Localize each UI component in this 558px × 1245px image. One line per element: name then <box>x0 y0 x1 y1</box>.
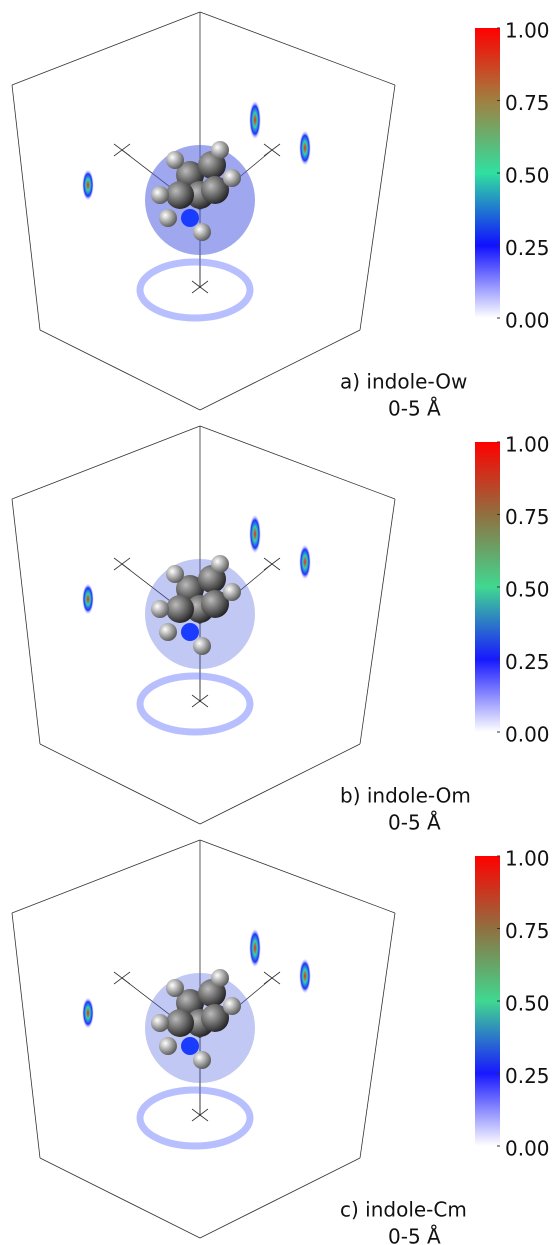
cube-edge <box>40 330 200 410</box>
density-spot <box>82 169 94 201</box>
panel-range: 0-5 Å <box>388 1225 441 1245</box>
cube-edge <box>200 330 360 410</box>
cube-edge <box>12 840 200 913</box>
cube-edge <box>200 744 360 824</box>
cube-edge <box>40 1158 200 1238</box>
atom <box>211 141 229 159</box>
atom-n <box>181 623 199 641</box>
cube-edge <box>360 85 395 330</box>
density <box>82 514 311 732</box>
density-ring <box>140 1090 250 1146</box>
panel: 0.00 0.25 0.50 0.75 1.00 a) indole-Ow 0-5 Å <box>12 12 550 421</box>
panel-caption: b) indole-Om <box>340 784 471 808</box>
panel-caption: a) indole-Ow <box>340 370 467 394</box>
density-ring <box>140 676 250 732</box>
cube-edge <box>12 12 200 85</box>
panel: 0.00 0.25 0.50 0.75 1.00 b) indole-Om 0-5 Å <box>12 426 550 835</box>
cube-edge <box>12 85 40 330</box>
density-spot <box>249 100 261 140</box>
cube-edge <box>200 426 395 499</box>
density-spot <box>82 583 94 615</box>
cube-edge <box>360 499 395 744</box>
colorbar <box>475 442 500 732</box>
atom <box>193 223 211 241</box>
colorbar-tick-label: 1.00 <box>505 433 550 457</box>
colorbar-tick-label: 0.00 <box>505 723 550 747</box>
atom-n <box>181 1037 199 1055</box>
colorbar-tick-label: 0.00 <box>505 309 550 333</box>
atom <box>223 169 241 187</box>
atom <box>166 595 194 623</box>
density-spot <box>299 958 311 994</box>
colorbar-tick-label: 0.50 <box>505 578 550 602</box>
colorbar-tick-label: 0.25 <box>505 236 550 260</box>
panel-range: 0-5 Å <box>388 397 441 421</box>
colorbar-tick-label: 0.75 <box>505 505 550 529</box>
colorbar-tick-label: 0.25 <box>505 1064 550 1088</box>
panel: 0.00 0.25 0.50 0.75 1.00 c) indole-Cm 0-5 Å <box>12 840 550 1245</box>
cube-edge <box>360 913 395 1158</box>
atom <box>159 623 177 641</box>
cube-edge <box>12 499 40 744</box>
atom <box>223 583 241 601</box>
colorbar-tick-label: 0.50 <box>505 164 550 188</box>
atom <box>166 565 184 583</box>
cube-edge <box>200 1158 360 1238</box>
colorbar-tick-label: 0.00 <box>505 1137 550 1161</box>
atom <box>166 151 184 169</box>
panel-caption: c) indole-Cm <box>340 1198 467 1222</box>
atom <box>166 181 194 209</box>
figure: 0.000.250.500.751.00a) indole-Ow0-5 Å0.0… <box>0 0 558 1245</box>
atom <box>223 997 241 1015</box>
density-ring <box>140 262 250 318</box>
colorbar-tick-label: 0.75 <box>505 919 550 943</box>
colorbar-tick-label: 0.75 <box>505 91 550 115</box>
atom <box>193 1051 211 1069</box>
colorbar-tick-label: 0.25 <box>505 650 550 674</box>
atom <box>151 1014 169 1032</box>
cube-edge <box>200 840 395 913</box>
colorbar <box>475 856 500 1146</box>
atom <box>159 1037 177 1055</box>
density <box>82 100 311 318</box>
cube-edge <box>40 744 200 824</box>
atom <box>166 1009 194 1037</box>
colorbar-tick-label: 0.50 <box>505 992 550 1016</box>
atom <box>151 600 169 618</box>
density-spot <box>299 130 311 166</box>
density-spot <box>249 928 261 968</box>
cube-edge <box>200 12 395 85</box>
atom <box>151 186 169 204</box>
atom <box>193 637 211 655</box>
atom <box>166 979 184 997</box>
atom <box>159 209 177 227</box>
density-spot <box>249 514 261 554</box>
panel-range: 0-5 Å <box>388 811 441 835</box>
density <box>82 928 311 1146</box>
colorbar-tick-label: 1.00 <box>505 847 550 871</box>
density-spot <box>82 997 94 1029</box>
cube-edge <box>12 913 40 1158</box>
atom <box>211 555 229 573</box>
colorbar-tick-label: 1.00 <box>505 19 550 43</box>
density-spot <box>299 544 311 580</box>
atom-n <box>181 209 199 227</box>
colorbar <box>475 28 500 318</box>
atom <box>211 969 229 987</box>
cube-edge <box>12 426 200 499</box>
